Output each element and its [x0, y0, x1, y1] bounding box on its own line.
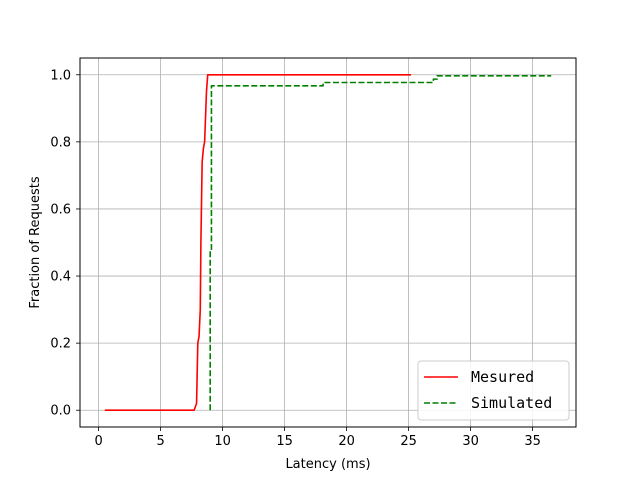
axis-ticks: 0 5 10 15 20 25 30 35 0.0 0.2 0.4 0.6 0.8 1.0 [50, 68, 541, 449]
x-tick-label: 5 [156, 434, 164, 449]
x-tick-label: 15 [276, 434, 293, 449]
legend: Mesured Simulated [417, 360, 570, 421]
y-tick-label: 0.6 [50, 202, 71, 217]
plot-frame [79, 57, 577, 428]
x-axis-label: Latency (ms) [285, 457, 370, 472]
x-tick-label: 10 [214, 434, 231, 449]
legend-label: Mesured [471, 368, 534, 386]
legend-label: Simulated [471, 394, 552, 412]
y-axis-label: Fraction of Requests [28, 176, 43, 308]
series-line-simulated [209, 74, 552, 411]
x-tick-label: 25 [400, 434, 417, 449]
y-tick-label: 0.4 [50, 270, 71, 285]
y-tick-label: 0.2 [50, 337, 71, 352]
y-tick-label: 0.8 [50, 135, 71, 150]
x-tick-label: 35 [524, 434, 541, 449]
series-group [104, 73, 552, 412]
y-tick-label: 1.0 [50, 68, 71, 83]
y-tick-label: 0.0 [50, 404, 71, 419]
x-tick-label: 20 [338, 434, 355, 449]
x-tick-label: 30 [462, 434, 479, 449]
legend-box [417, 360, 570, 421]
x-tick-label: 0 [94, 434, 102, 449]
series-line-mesured [104, 73, 412, 412]
